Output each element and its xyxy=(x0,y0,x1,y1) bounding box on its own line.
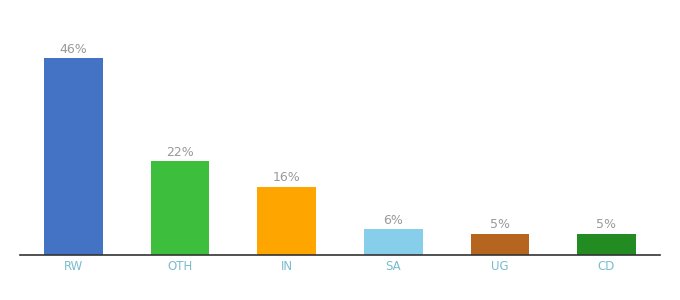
Text: 46%: 46% xyxy=(60,43,88,56)
Text: 5%: 5% xyxy=(490,218,510,232)
Bar xyxy=(364,229,422,255)
Bar xyxy=(258,187,316,255)
Text: 22%: 22% xyxy=(167,146,194,159)
Bar xyxy=(44,58,103,255)
Bar xyxy=(471,234,529,255)
Text: 6%: 6% xyxy=(384,214,403,227)
Bar xyxy=(577,234,636,255)
Text: 5%: 5% xyxy=(596,218,616,232)
Text: 16%: 16% xyxy=(273,171,301,184)
Bar xyxy=(151,161,209,255)
